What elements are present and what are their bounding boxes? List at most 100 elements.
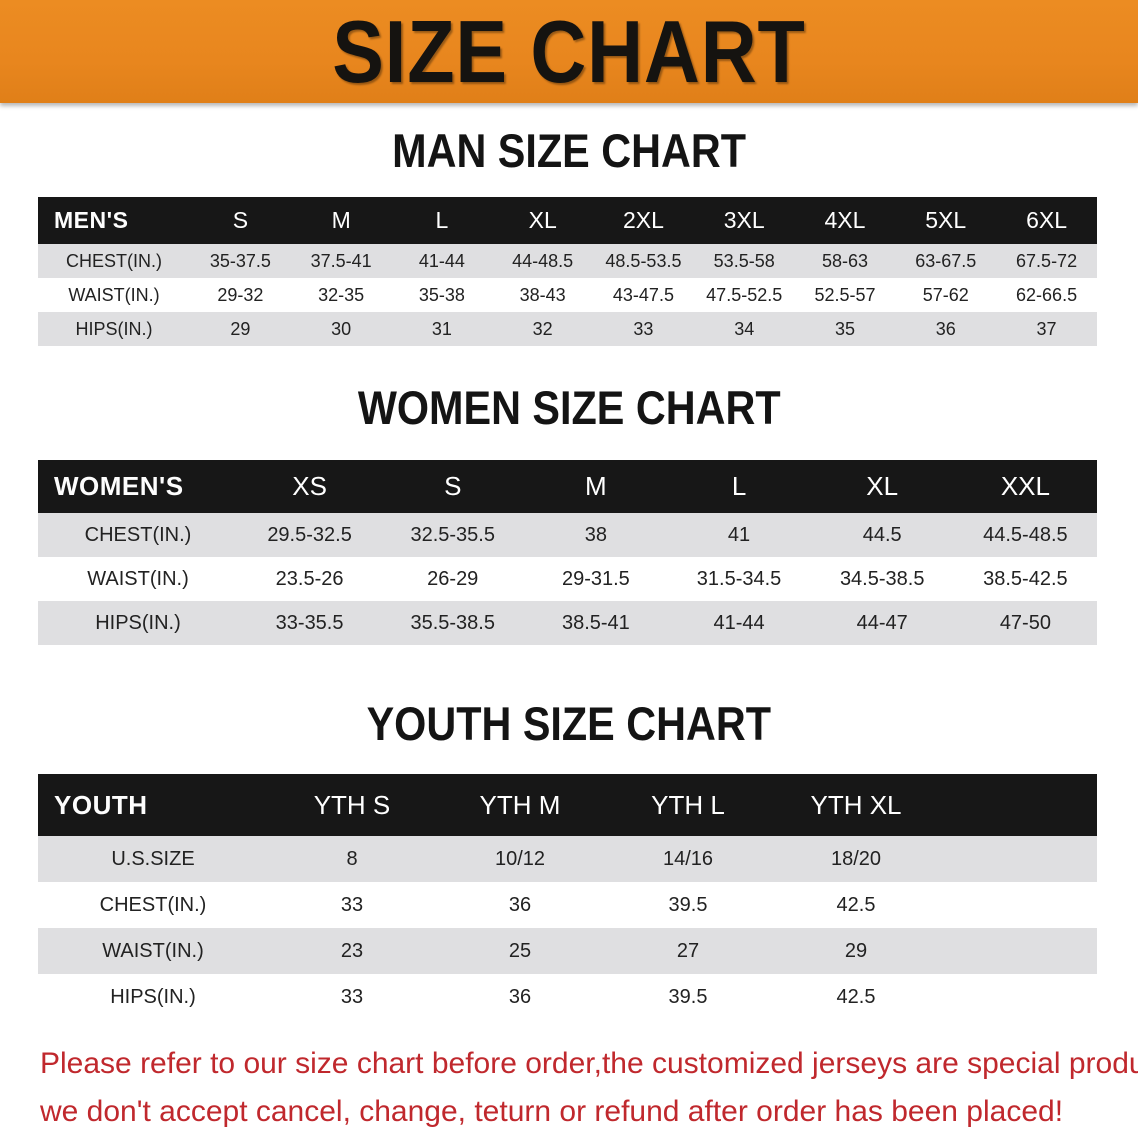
size-value-cell: 47.5-52.5 [706, 284, 783, 305]
table-row: WAIST(IN.) 23.5-26 26-29 29-31.5 31.5-34.5 34… [38, 557, 1097, 601]
row-label: CHEST(IN.) [99, 893, 207, 916]
table-row: WAIST(IN.) 29-32 32-35 35-38 38-43 43-47.5 47.… [38, 278, 1097, 312]
disclaimer-line-2: we don't accept cancel, change, teturn o… [40, 1095, 1064, 1128]
size-value-cell: 44.5-48.5 [983, 523, 1068, 546]
column-header: 6XL [1026, 207, 1068, 233]
size-value-cell: 39.5 [668, 985, 708, 1008]
table-header: MEN'S S M L XL 2XL 3XL 4XL 5XL 6XL [38, 197, 1097, 244]
size-value-cell: 41-44 [418, 250, 465, 271]
table-row: HIPS(IN.) 33 36 39.5 42.5 [38, 974, 1097, 1020]
size-value-cell: 35.5-38.5 [410, 611, 495, 634]
table-body: CHEST(IN.) 29.5-32.5 32.5-35.5 38 41 44.5 44.5… [38, 513, 1097, 645]
size-table-youth: YOUTH YTH S YTH M YTH L YTH XL U.S.SIZE 8 10/12… [38, 774, 1097, 1020]
column-header: 2XL [622, 207, 664, 233]
header-row: YOUTH YTH S YTH M YTH L YTH XL [38, 774, 1097, 836]
size-value-cell: 31 [431, 318, 452, 339]
header-row: MEN'S S M L XL 2XL 3XL 4XL 5XL 6XL [38, 197, 1097, 244]
column-header: L [731, 471, 747, 501]
table-header-label: MEN'S [54, 207, 129, 233]
size-value-cell: 36 [508, 985, 532, 1008]
disclaimer: Please refer to our size chart before or… [40, 1040, 1138, 1132]
size-value-cell: 35-38 [418, 284, 465, 305]
size-value-cell: 10/12 [494, 847, 546, 870]
section-women: WOMEN SIZE CHART WOMEN'S XS S M L XL XXL CHEST(I… [0, 384, 1138, 645]
size-value-cell: 23 [340, 939, 364, 962]
row-label: HIPS(IN.) [75, 318, 153, 339]
size-value-cell: 18/20 [830, 847, 882, 870]
column-header: 4XL [824, 207, 866, 233]
size-value-cell: 25 [508, 939, 532, 962]
section-heading: WOMEN SIZE CHART [0, 384, 1138, 431]
section-heading: YOUTH SIZE CHART [0, 700, 1138, 747]
section-title: WOMEN SIZE CHART [357, 381, 781, 434]
size-value-cell: 44-48.5 [512, 250, 574, 271]
size-chart-sections: MAN SIZE CHART MEN'S S M L XL 2XL 3XL 4XL 5XL 6XL C… [0, 127, 1138, 1020]
table-row: WAIST(IN.) 23 25 27 29 [38, 928, 1097, 974]
table-row: HIPS(IN.) 29 30 31 32 33 34 35 36 37 [38, 312, 1097, 346]
size-value-cell: 32-35 [318, 284, 365, 305]
size-value-cell: 31.5-34.5 [696, 567, 782, 590]
row-spacer [940, 836, 1097, 882]
size-value-cell: 34 [734, 318, 755, 339]
row-label: HIPS(IN.) [95, 611, 181, 634]
size-value-cell: 29 [230, 318, 251, 339]
size-value-cell: 33 [340, 893, 364, 916]
size-value-cell: 53.5-58 [713, 250, 775, 271]
size-value-cell: 30 [331, 318, 352, 339]
size-value-cell: 67.5-72 [1016, 250, 1078, 271]
size-value-cell: 43-47.5 [612, 284, 674, 305]
header-row: WOMEN'S XS S M L XL XXL [38, 460, 1097, 513]
section-title: MAN SIZE CHART [392, 124, 746, 177]
column-header: XL [528, 207, 557, 233]
size-value-cell: 36 [508, 893, 532, 916]
size-value-cell: 14/16 [662, 847, 714, 870]
table-header: WOMEN'S XS S M L XL XXL [38, 460, 1097, 513]
size-table-women: WOMEN'S XS S M L XL XXL CHEST(IN.) 29.5-32.5 32.5… [38, 460, 1097, 645]
row-label: U.S.SIZE [111, 847, 195, 870]
table-row: HIPS(IN.) 33-35.5 35.5-38.5 38.5-41 41-44 44-… [38, 601, 1097, 645]
column-header: YTH L [651, 789, 725, 820]
column-header: XS [292, 471, 327, 501]
column-header: M [585, 471, 607, 501]
table-row: CHEST(IN.) 33 36 39.5 42.5 [38, 882, 1097, 928]
size-value-cell: 48.5-53.5 [605, 250, 682, 271]
size-value-cell: 35-37.5 [209, 250, 271, 271]
size-value-cell: 8 [346, 847, 358, 870]
row-label: HIPS(IN.) [110, 985, 196, 1008]
section-title: YOUTH SIZE CHART [366, 697, 772, 750]
row-label: CHEST(IN.) [66, 250, 162, 271]
column-header: YTH XL [810, 789, 902, 820]
size-value-cell: 63-67.5 [915, 250, 977, 271]
column-header: XXL [1000, 471, 1050, 501]
size-value-cell: 37 [1036, 318, 1057, 339]
size-value-cell: 42.5 [836, 985, 876, 1008]
banner: SIZE CHART [0, 0, 1138, 103]
size-value-cell: 41-44 [713, 611, 765, 634]
size-value-cell: 41 [727, 523, 751, 546]
size-value-cell: 57-62 [922, 284, 969, 305]
row-label: CHEST(IN.) [84, 523, 192, 546]
size-value-cell: 39.5 [668, 893, 708, 916]
size-value-cell: 35 [834, 318, 855, 339]
table-body: U.S.SIZE 8 10/12 14/16 18/20 CHEST(IN.) 33 36 39… [38, 836, 1097, 1020]
size-value-cell: 29-31.5 [561, 567, 630, 590]
column-header: XL [866, 471, 899, 501]
row-spacer [940, 882, 1097, 928]
column-header: 5XL [925, 207, 967, 233]
size-value-cell: 42.5 [836, 893, 876, 916]
size-value-cell: 33 [340, 985, 364, 1008]
table-header-label: YOUTH [54, 789, 148, 820]
column-header: L [435, 207, 449, 233]
size-value-cell: 36 [935, 318, 956, 339]
column-header: YTH S [313, 789, 391, 820]
disclaimer-line-1: Please refer to our size chart before or… [40, 1047, 1138, 1080]
size-value-cell: 38.5-41 [561, 611, 630, 634]
size-value-cell: 29 [844, 939, 868, 962]
size-value-cell: 34.5-38.5 [839, 567, 925, 590]
size-value-cell: 33-35.5 [275, 611, 344, 634]
size-value-cell: 44-47 [856, 611, 908, 634]
size-value-cell: 32.5-35.5 [410, 523, 495, 546]
size-value-cell: 52.5-57 [814, 284, 876, 305]
size-value-cell: 26-29 [427, 567, 479, 590]
size-value-cell: 47-50 [999, 611, 1051, 634]
